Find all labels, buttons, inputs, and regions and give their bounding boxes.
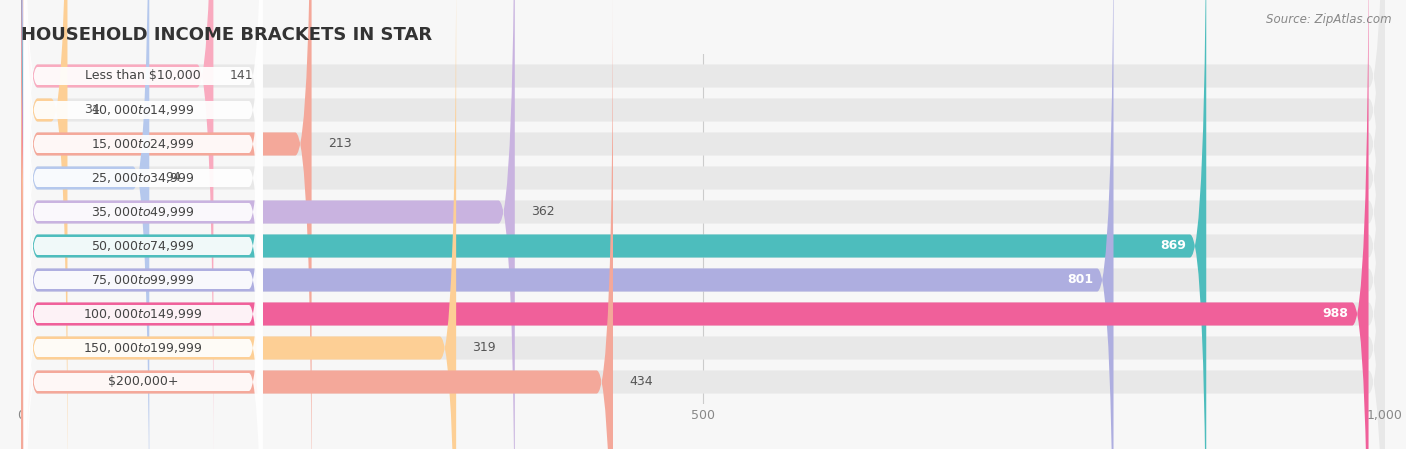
Bar (21, 229, 1385, 263)
Text: $50,000 to $74,999: $50,000 to $74,999 (91, 239, 195, 253)
FancyBboxPatch shape (24, 0, 263, 449)
FancyBboxPatch shape (21, 0, 515, 449)
Bar (21, 93, 1385, 127)
Bar (21, 161, 1385, 195)
Text: 801: 801 (1067, 273, 1092, 286)
Bar (21, 127, 1385, 161)
Text: 362: 362 (531, 206, 555, 219)
Bar (21, 331, 1385, 365)
Text: $10,000 to $14,999: $10,000 to $14,999 (91, 103, 195, 117)
FancyBboxPatch shape (21, 0, 456, 449)
FancyBboxPatch shape (21, 0, 1385, 449)
FancyBboxPatch shape (21, 0, 1368, 449)
Text: 319: 319 (472, 342, 496, 355)
FancyBboxPatch shape (21, 0, 214, 449)
Bar (21, 297, 1385, 331)
FancyBboxPatch shape (21, 0, 1385, 449)
Text: 34: 34 (84, 103, 100, 116)
FancyBboxPatch shape (21, 0, 1385, 449)
FancyBboxPatch shape (21, 0, 149, 449)
FancyBboxPatch shape (21, 0, 1385, 449)
Text: HOUSEHOLD INCOME BRACKETS IN STAR: HOUSEHOLD INCOME BRACKETS IN STAR (21, 26, 432, 44)
Text: $15,000 to $24,999: $15,000 to $24,999 (91, 137, 195, 151)
Text: $25,000 to $34,999: $25,000 to $34,999 (91, 171, 195, 185)
FancyBboxPatch shape (21, 0, 1206, 449)
Bar (21, 59, 1385, 93)
Text: 988: 988 (1322, 308, 1348, 321)
FancyBboxPatch shape (24, 0, 263, 449)
FancyBboxPatch shape (21, 0, 1114, 449)
FancyBboxPatch shape (24, 17, 263, 449)
FancyBboxPatch shape (24, 0, 263, 449)
Text: $100,000 to $149,999: $100,000 to $149,999 (83, 307, 202, 321)
FancyBboxPatch shape (24, 0, 263, 449)
Text: 213: 213 (328, 137, 352, 150)
Text: 94: 94 (166, 172, 181, 185)
FancyBboxPatch shape (21, 0, 1385, 449)
FancyBboxPatch shape (21, 0, 312, 449)
FancyBboxPatch shape (21, 0, 1385, 449)
Text: Less than $10,000: Less than $10,000 (86, 70, 201, 83)
Text: Source: ZipAtlas.com: Source: ZipAtlas.com (1267, 13, 1392, 26)
Text: 434: 434 (630, 375, 652, 388)
FancyBboxPatch shape (21, 0, 1385, 449)
FancyBboxPatch shape (21, 0, 1385, 449)
FancyBboxPatch shape (21, 0, 1385, 449)
Bar (21, 195, 1385, 229)
FancyBboxPatch shape (24, 0, 263, 407)
FancyBboxPatch shape (21, 0, 1385, 449)
Text: $150,000 to $199,999: $150,000 to $199,999 (83, 341, 202, 355)
FancyBboxPatch shape (21, 0, 67, 449)
FancyBboxPatch shape (24, 51, 263, 449)
Text: 869: 869 (1160, 239, 1185, 252)
Text: $200,000+: $200,000+ (108, 375, 179, 388)
FancyBboxPatch shape (24, 0, 263, 449)
FancyBboxPatch shape (21, 0, 613, 449)
Text: $75,000 to $99,999: $75,000 to $99,999 (91, 273, 195, 287)
Text: $35,000 to $49,999: $35,000 to $49,999 (91, 205, 195, 219)
Bar (21, 365, 1385, 399)
Text: 141: 141 (229, 70, 253, 83)
FancyBboxPatch shape (24, 0, 263, 449)
FancyBboxPatch shape (24, 0, 263, 441)
Bar (21, 263, 1385, 297)
